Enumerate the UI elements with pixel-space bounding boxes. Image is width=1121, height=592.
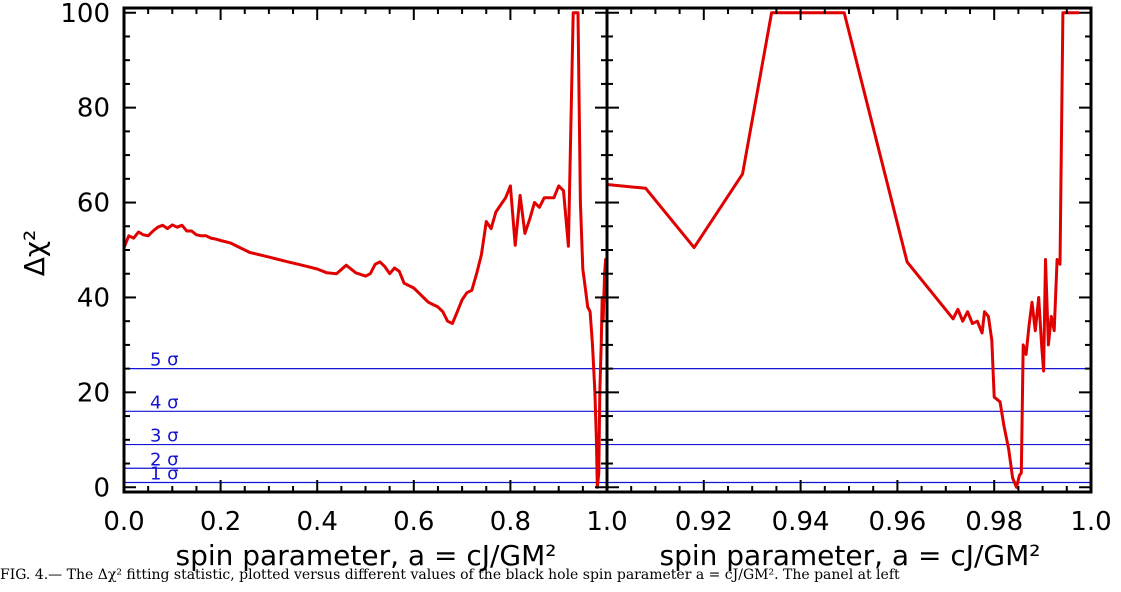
x-tick-label: 1.0 bbox=[1070, 507, 1111, 537]
sigma-label-3: 3 σ bbox=[150, 426, 179, 447]
x-tick-label: 1.0 bbox=[586, 507, 627, 537]
x-tick-label: 0.94 bbox=[772, 507, 830, 537]
y-tick-label: 0 bbox=[93, 473, 110, 503]
plot-frame bbox=[122, 6, 609, 494]
x-axis-title-left: spin parameter, a = cJ/GM² bbox=[176, 539, 557, 572]
y-tick-label: 40 bbox=[77, 283, 110, 313]
series-line-1 bbox=[124, 11, 607, 489]
x-tick-label: 0.96 bbox=[868, 507, 926, 537]
x-tick-label: 0.92 bbox=[675, 507, 733, 537]
y-tick-label: 80 bbox=[77, 94, 110, 124]
x-axis-title-right: spin parameter, a = cJ/GM² bbox=[660, 539, 1041, 572]
y-axis-title: Δχ² bbox=[18, 230, 51, 277]
y-tick-label: 20 bbox=[77, 378, 110, 408]
sigma-label-2: 2 σ bbox=[150, 449, 179, 470]
left-panel: 1 σ2 σ3 σ4 σ5 σ0.0 0.2 0.4 0.6 0.8 1.00204060… bbox=[60, 0, 627, 537]
x-tick-label: 0.2 bbox=[200, 507, 241, 537]
x-tick-label: 0.6 bbox=[393, 507, 434, 537]
series-line-1 bbox=[607, 11, 1080, 489]
x-tick-label: 0.0 bbox=[103, 507, 144, 537]
x-tick-label: 0.98 bbox=[965, 507, 1023, 537]
right-panel: 0.92 0.94 0.96 0.98 1.0 bbox=[605, 6, 1112, 537]
y-tick-label: 60 bbox=[77, 189, 110, 219]
figure-caption: FIG. 4.— The Δχ² fitting statistic, plot… bbox=[0, 567, 900, 583]
plot-frame bbox=[605, 6, 1093, 494]
y-tick-label: 100 bbox=[60, 0, 110, 29]
sigma-label-5: 5 σ bbox=[150, 350, 179, 371]
x-tick-label: 0.4 bbox=[297, 507, 338, 537]
sigma-label-4: 4 σ bbox=[150, 392, 179, 413]
x-tick-label: 0.8 bbox=[490, 507, 531, 537]
